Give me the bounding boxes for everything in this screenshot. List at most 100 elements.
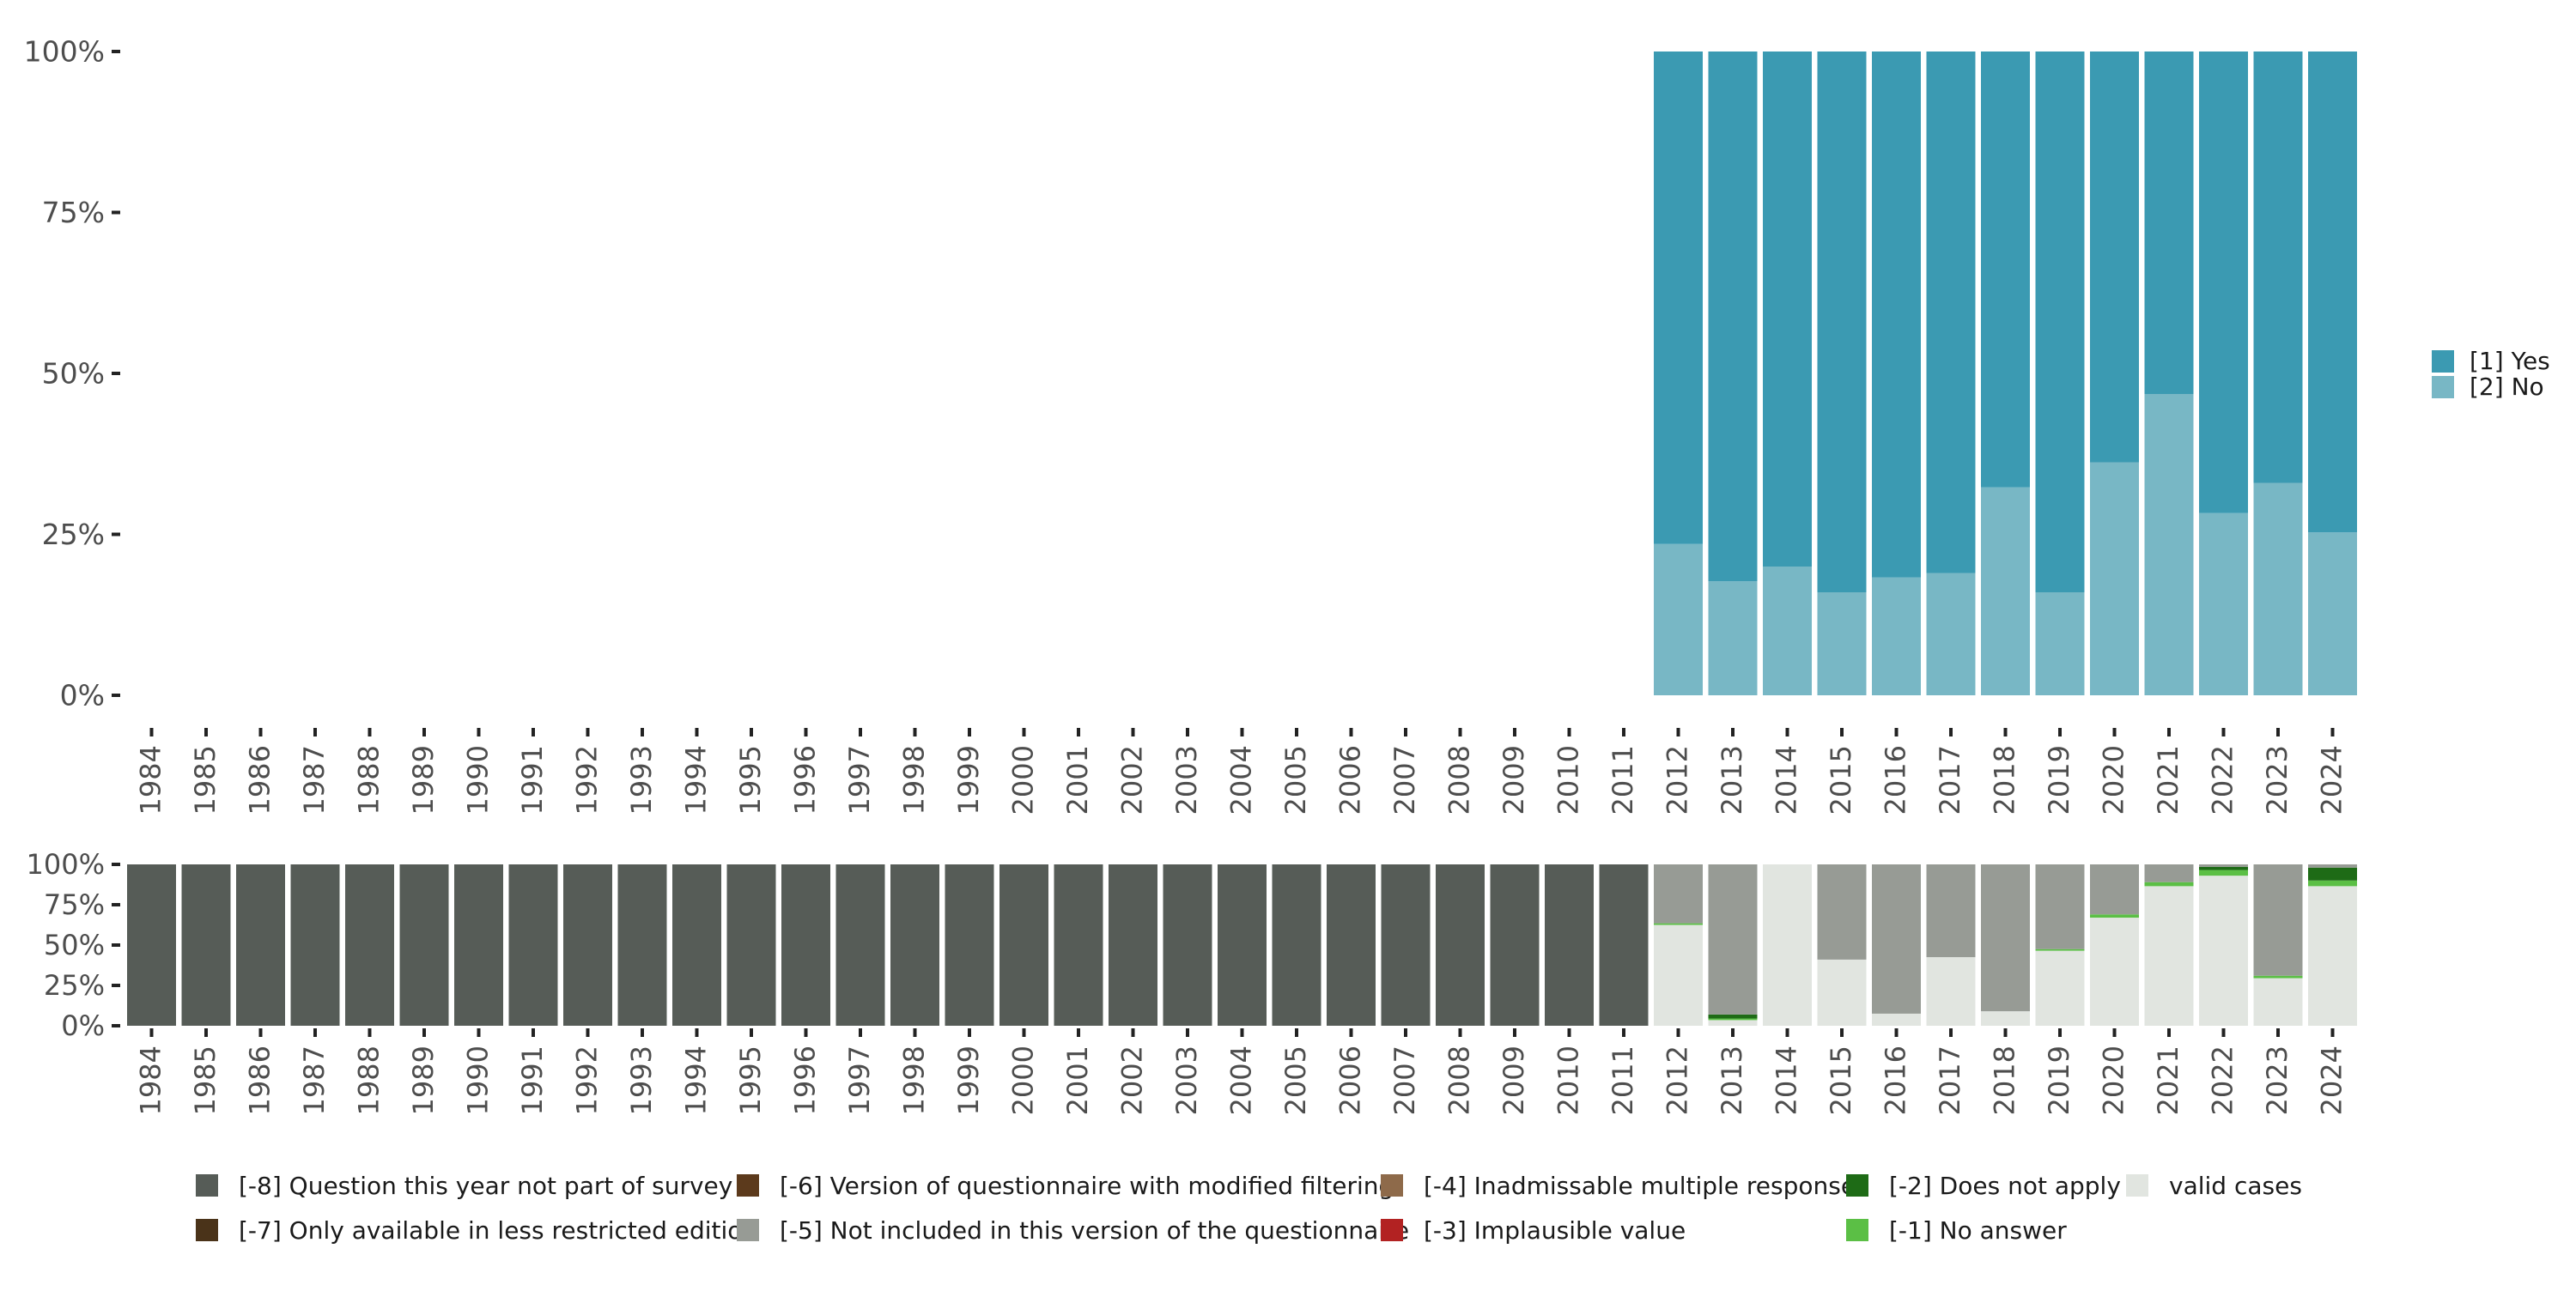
top-x-tick-label: 2003 xyxy=(1170,745,1203,815)
legend-bottom: [-8] Question this year not part of surv… xyxy=(196,1172,2302,1245)
top-x-tick-label: 2014 xyxy=(1771,745,1803,815)
bottom-x-tick-label: 1997 xyxy=(843,1046,876,1115)
top-x-tick-label: 2024 xyxy=(2316,745,2348,815)
bottom-x-tick-label: 1991 xyxy=(516,1046,549,1115)
top-x-tick-label: 2002 xyxy=(1116,745,1149,815)
bottom-x-tick-label: 1985 xyxy=(189,1046,222,1115)
bottom-x-tick-label: 2001 xyxy=(1061,1046,1094,1115)
bottom-bar-segment xyxy=(2253,864,2303,976)
top-x-tick-label: 1986 xyxy=(244,745,276,815)
top-x-tick-label: 1989 xyxy=(407,745,440,815)
top-bar-segment xyxy=(2308,532,2357,695)
bottom-bar-segment xyxy=(2035,864,2085,949)
bottom-bar-segment xyxy=(2308,886,2357,1026)
bottom-x-tick-label: 2020 xyxy=(2098,1046,2130,1115)
bottom-x-tick-label: 1984 xyxy=(135,1046,167,1115)
top-x-tick-label: 2010 xyxy=(1552,745,1585,815)
bottom-x-tick-label: 1992 xyxy=(571,1046,604,1115)
bottom-x-tick-label: 2006 xyxy=(1334,1046,1367,1115)
top-bar-segment xyxy=(2199,512,2248,695)
bottom-x-tick-label: 2014 xyxy=(1771,1046,1803,1115)
legend-label: valid cases xyxy=(2169,1172,2302,1200)
top-x-tick-label: 2005 xyxy=(1279,745,1312,815)
bottom-y-tick-label: 75% xyxy=(44,888,105,921)
top-bar-segment xyxy=(1708,581,1758,695)
bottom-bar-segment xyxy=(1490,864,1540,1026)
bottom-bar-segment xyxy=(835,864,885,1026)
top-y-tick-label: 25% xyxy=(42,518,105,551)
bottom-x-tick-label: 2010 xyxy=(1552,1046,1585,1115)
bottom-bar-segment xyxy=(2308,880,2357,887)
bottom-bar-segment xyxy=(2144,886,2194,1026)
legend-swatch xyxy=(1381,1219,1403,1241)
legend-swatch xyxy=(196,1174,218,1197)
top-x-tick-label: 2015 xyxy=(1825,745,1857,815)
bottom-x-tick-label: 2011 xyxy=(1607,1046,1639,1115)
legend-label: [-8] Question this year not part of surv… xyxy=(239,1172,732,1200)
top-y-tick-label: 100% xyxy=(24,35,105,69)
top-x-tick-label: 1998 xyxy=(898,745,931,815)
top-x-tick-label: 2001 xyxy=(1061,745,1094,815)
bottom-y-tick-label: 50% xyxy=(44,929,105,961)
legend-label: [-2] Does not apply xyxy=(1889,1172,2121,1200)
top-x-tick-label: 1987 xyxy=(298,745,331,815)
bottom-bar-segment xyxy=(2253,978,2303,1026)
bottom-x-tick-label: 2015 xyxy=(1825,1046,1857,1115)
bottom-bar-segment xyxy=(1654,864,1703,924)
top-bar-segment xyxy=(2308,52,2357,533)
bottom-x-tick-label: 2004 xyxy=(1225,1046,1258,1115)
bottom-bar-segment xyxy=(1926,957,1976,1026)
bottom-bar-segment xyxy=(1872,1013,1921,1026)
bottom-x-tick-label: 1998 xyxy=(898,1046,931,1115)
top-x-tick-label: 2022 xyxy=(2207,745,2239,815)
legend-label: [2] No xyxy=(2470,373,2544,401)
top-x-tick-label: 2018 xyxy=(1989,745,2021,815)
top-x-tick-label: 2017 xyxy=(1934,745,1966,815)
bottom-bar-segment xyxy=(454,864,503,1026)
bottom-bar-segment xyxy=(945,864,994,1026)
top-bar-segment xyxy=(1763,52,1812,567)
top-bar-segment xyxy=(1708,52,1758,582)
top-x-tick-label: 2013 xyxy=(1716,745,1748,815)
legend-label: [-5] Not included in this version of the… xyxy=(780,1216,1409,1245)
top-bar-segment xyxy=(2035,592,2085,695)
bottom-bar-segment xyxy=(2308,867,2357,881)
top-y-tick-label: 50% xyxy=(42,357,105,391)
bottom-x-tick-label: 2002 xyxy=(1116,1046,1149,1115)
top-x-tick-label: 2021 xyxy=(2152,745,2184,815)
top-x-tick-label: 1993 xyxy=(625,745,658,815)
top-bar-segment xyxy=(2090,52,2139,463)
bottom-bar-segment xyxy=(617,864,667,1026)
bottom-bar-segment xyxy=(508,864,558,1026)
bottom-y-tick-label: 25% xyxy=(44,969,105,1002)
bottom-bar-segment xyxy=(1109,864,1157,1026)
top-x-tick-label: 2012 xyxy=(1662,745,1694,815)
legend-label: [-6] Version of questionnaire with modif… xyxy=(780,1172,1394,1200)
bottom-x-tick-label: 2022 xyxy=(2207,1046,2239,1115)
bottom-bar-segment xyxy=(2144,882,2194,887)
legend-label: [1] Yes xyxy=(2470,347,2550,375)
bottom-x-tick-label: 1986 xyxy=(244,1046,276,1115)
bottom-bar-segment xyxy=(2253,975,2303,979)
bottom-bar-segment xyxy=(1926,864,1976,958)
top-bar-segment xyxy=(1926,52,1976,573)
bottom-x-tick-label: 2018 xyxy=(1989,1046,2021,1115)
bottom-bar-segment xyxy=(999,864,1048,1026)
bottom-x-tick-label: 1989 xyxy=(407,1046,440,1115)
bottom-bar-segment xyxy=(2090,914,2139,918)
bottom-bar-segment xyxy=(1163,864,1212,1026)
bottom-bar-segment xyxy=(2199,876,2248,1026)
bottom-bar-segment xyxy=(1708,1014,1758,1019)
top-bar-segment xyxy=(2199,52,2248,513)
top-x-tick-label: 2023 xyxy=(2261,745,2293,815)
bottom-bar-segment xyxy=(2090,918,2139,1026)
top-panel: 0% 25% 50% 75% 100% 1984 1985 1986 1987 1988 1989 1… xyxy=(24,35,2357,815)
legend-swatch xyxy=(1846,1219,1868,1241)
bottom-x-tick-label: 2005 xyxy=(1279,1046,1312,1115)
bottom-x-tick-label: 2013 xyxy=(1716,1046,1748,1115)
bottom-bar-segment xyxy=(1654,924,1703,1026)
bottom-x-tick-label: 1999 xyxy=(952,1046,985,1115)
bottom-x-tick-label: 1993 xyxy=(625,1046,658,1115)
top-bar-segment xyxy=(2253,482,2303,695)
